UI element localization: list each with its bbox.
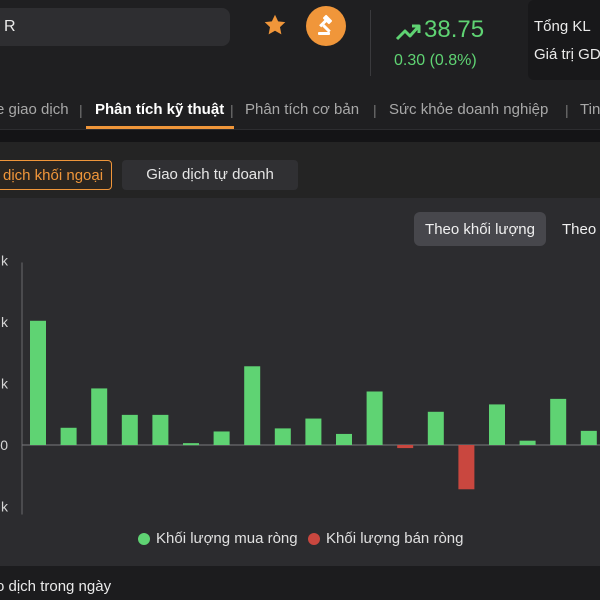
tab-separator: | <box>230 102 234 118</box>
net-buy-bar[interactable] <box>336 433 352 445</box>
section-gap <box>0 130 600 142</box>
active-tab-indicator <box>86 126 234 129</box>
net-buy-bar[interactable] <box>30 320 46 445</box>
search-value: R <box>4 18 16 35</box>
subtab-foreign-trading[interactable]: dịch khối ngoại <box>0 160 112 190</box>
net-buy-bar[interactable] <box>152 414 169 445</box>
y-tick-label: k <box>1 376 9 392</box>
intraday-title: o dịch trong ngày <box>0 578 112 595</box>
y-tick-label: k <box>1 253 9 269</box>
net-volume-bar-chart: k k k 0 k <box>0 253 600 515</box>
tab-trading[interactable]: e giao dịch <box>0 101 69 118</box>
stat-panel: Tổng KL Giá trị GD <box>528 0 600 80</box>
gavel-button[interactable] <box>306 6 346 46</box>
price-change: 0.30 (0.8%) <box>394 52 477 69</box>
net-buy-bar[interactable] <box>550 398 567 445</box>
net-buy-bar[interactable] <box>489 404 505 445</box>
net-buy-bar[interactable] <box>244 366 261 445</box>
net-buy-bar[interactable] <box>60 427 77 445</box>
total-volume-label: Tổng KL <box>534 18 591 35</box>
current-price: 38.75 <box>424 16 485 43</box>
sub-tabs: dịch khối ngoại Giao dịch tự doanh <box>0 142 600 198</box>
by-value-toggle[interactable]: Theo <box>562 221 597 238</box>
tab-separator: | <box>79 102 83 118</box>
net-buy-bar[interactable] <box>121 414 138 445</box>
net-buy-bar[interactable] <box>305 418 322 445</box>
net-buy-bar[interactable] <box>183 443 199 446</box>
gavel-icon <box>318 14 333 35</box>
by-volume-toggle[interactable]: Theo khối lượng <box>414 212 546 246</box>
tab-news[interactable]: Tin <box>580 101 600 118</box>
tab-fundamental-analysis[interactable]: Phân tích cơ bản <box>245 101 360 118</box>
net-buy-bar[interactable] <box>366 391 383 445</box>
trade-value-label: Giá trị GD <box>534 46 600 63</box>
net-buy-bar[interactable] <box>91 388 108 445</box>
legend-buy-marker <box>138 533 150 545</box>
subtab-proprietary-trading[interactable]: Giao dịch tự doanh <box>122 160 298 190</box>
legend-sell-label: Khối lượng bán ròng <box>326 530 464 547</box>
main-tabs: e giao dịch | Phân tích kỹ thuật | Phân … <box>0 86 600 130</box>
tab-separator: | <box>565 102 569 118</box>
legend-buy-label: Khối lượng mua ròng <box>156 530 298 547</box>
search-input[interactable]: R <box>0 8 230 46</box>
net-buy-bar[interactable] <box>580 430 597 445</box>
y-tick-label: 0 <box>0 437 8 453</box>
net-buy-bar[interactable] <box>519 440 536 445</box>
net-buy-bar[interactable] <box>213 431 230 445</box>
net-buy-bar[interactable] <box>274 428 291 445</box>
trend-up-icon <box>395 24 421 41</box>
y-tick-label: k <box>1 499 9 515</box>
legend-sell-marker <box>308 533 320 545</box>
header-divider <box>370 10 371 76</box>
star-icon[interactable] <box>262 12 288 38</box>
tab-technical-analysis[interactable]: Phân tích kỹ thuật <box>95 101 225 118</box>
net-buy-bar[interactable] <box>427 411 444 445</box>
tab-separator: | <box>373 102 377 118</box>
net-sell-bar[interactable] <box>397 445 414 449</box>
y-tick-label: k <box>1 314 9 330</box>
intraday-section: o dịch trong ngày <box>0 566 600 600</box>
stock-header: R 38.75 0.30 (0.8%) Tổng KL Giá trị GD <box>0 0 600 86</box>
tab-business-health[interactable]: Sức khỏe doanh nghiệp <box>389 101 549 118</box>
net-sell-bar[interactable] <box>458 445 475 490</box>
chart-card <box>0 198 600 566</box>
